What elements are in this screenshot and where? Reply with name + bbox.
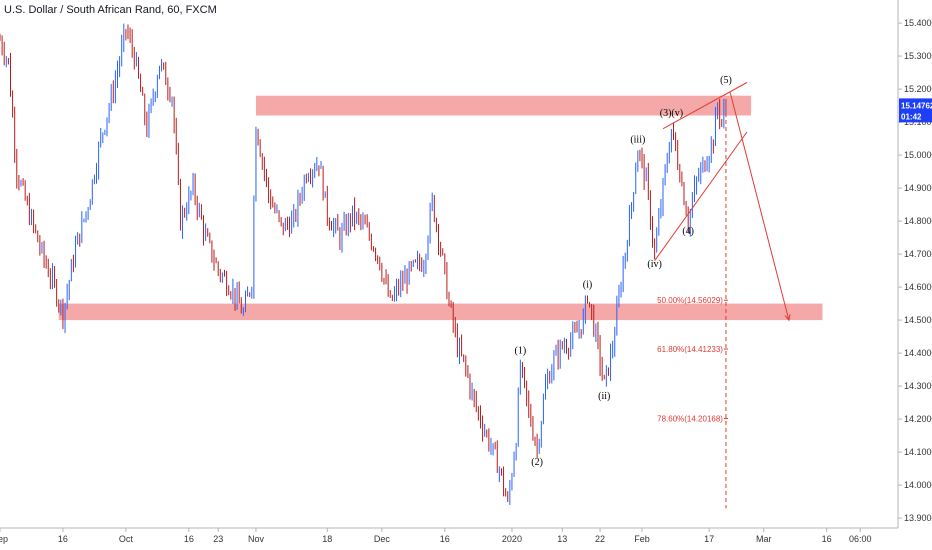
support-zone (58, 303, 823, 321)
x-tick-label: 18 (322, 534, 332, 544)
wave-label: (1) (515, 346, 527, 357)
x-tick-label: 16 (822, 534, 832, 544)
chart-title: U.S. Dollar / South African Rand, 60, FX… (4, 4, 217, 16)
y-tick-label: 14.30000 (904, 381, 932, 391)
x-tick-label: 23 (213, 534, 223, 544)
x-tick-label: Feb (634, 534, 650, 544)
wave-label: (4) (682, 226, 694, 237)
wave-label: (iii) (630, 135, 645, 146)
x-tick-label: 06:00 (849, 534, 872, 544)
y-tick-label: 14.60000 (904, 282, 932, 292)
y-tick-label: 14.10000 (904, 447, 932, 457)
x-tick-label: Sep (0, 534, 8, 544)
y-tick-label: 14.50000 (904, 315, 932, 325)
projection-arrowhead (784, 314, 791, 322)
y-tick-label: 13.90000 (904, 513, 932, 523)
y-tick-label: 14.70000 (904, 249, 932, 259)
x-tick-label: 16 (184, 534, 194, 544)
x-tick-label: 2020 (502, 534, 522, 544)
y-tick-label: 14.80000 (904, 216, 932, 226)
x-tick-label: Mar (756, 534, 772, 544)
lower-channel-line (654, 131, 748, 261)
price-badge-box (899, 98, 932, 123)
y-tick-label: 14.00000 (904, 480, 932, 490)
y-tick-label: 15.20000 (904, 84, 932, 94)
fib-level-label: 50.00%(14.56029) (657, 296, 723, 305)
y-tick-label: 15.40000 (904, 18, 932, 28)
y-tick-label: 15.30000 (904, 51, 932, 61)
price-badge: 15.14762 01:42 (899, 98, 932, 123)
y-tick-label: 14.20000 (904, 414, 932, 424)
fib-level-label: 78.60%(14.20168) (657, 415, 723, 424)
x-axis[interactable]: Sep 16 Oct 16 23 Nov 18 Dec 16 2020 13 22 Feb 17 Mar 16… (0, 527, 898, 544)
x-tick-label: 13 (557, 534, 567, 544)
y-tick-label: 14.40000 (904, 348, 932, 358)
price-badge-countdown: 01:42 (901, 112, 922, 121)
y-tick-label: 14.90000 (904, 183, 932, 193)
wave-label: (5) (720, 75, 732, 86)
wave-label: (iv) (647, 259, 661, 270)
projection-arrow (729, 92, 790, 321)
fib-level-label: 61.80%(14.41233) (657, 345, 723, 354)
x-tick-label: 17 (704, 534, 714, 544)
y-tick-label: 15.00000 (904, 150, 932, 160)
wave-label: (ii) (598, 391, 610, 402)
x-tick-label: 16 (58, 534, 68, 544)
x-tick-label: Nov (248, 534, 265, 544)
y-axis[interactable]: 15.4000015.3000015.2000015.1000015.00000… (897, 0, 932, 528)
price-badge-value: 15.14762 (901, 101, 932, 110)
candles-layer (0, 23, 727, 505)
wave-label: (2) (531, 457, 543, 468)
zones-layer (58, 95, 823, 321)
drawings-layer: 50.00%(14.56029) 61.80%(14.41233) 78.60%(1… (515, 75, 791, 509)
wave-label: (i) (583, 280, 592, 291)
x-tick-label: 16 (440, 534, 450, 544)
x-tick-label: Dec (374, 534, 391, 544)
x-tick-label: Oct (119, 534, 134, 544)
x-tick-label: 22 (595, 534, 605, 544)
wave-label: (3)(v) (660, 108, 683, 119)
upper-channel-line (662, 82, 748, 130)
resistance-zone (255, 95, 752, 116)
